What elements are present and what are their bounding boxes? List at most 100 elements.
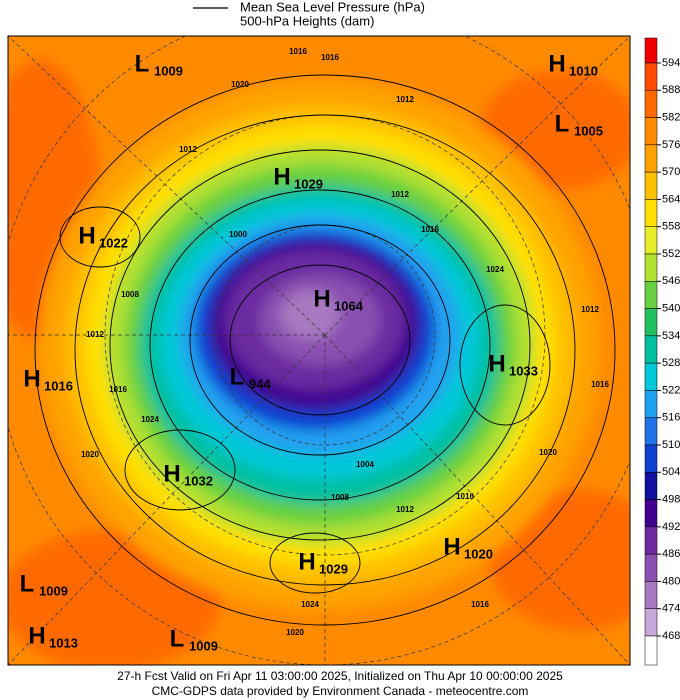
center-letter: H	[443, 533, 460, 560]
colorbar-label: 594	[662, 57, 680, 69]
colorbar-label: 588	[662, 84, 680, 96]
isobar-label: 1016	[321, 53, 339, 62]
colorbar-swatch	[644, 226, 658, 255]
colorbar-label: 522	[662, 384, 680, 396]
colorbar-label: 576	[662, 139, 680, 151]
isobar-label: 1016	[591, 380, 609, 389]
isobar-label: 1008	[331, 493, 349, 502]
colorbar-label: 480	[662, 575, 680, 587]
center-value: 1010	[569, 63, 598, 78]
colorbar-label: 528	[662, 357, 680, 369]
center-value: 1032	[184, 473, 213, 488]
colorbar-swatch	[644, 390, 658, 418]
colorbar-label: 558	[662, 221, 680, 233]
center-value: 1029	[319, 561, 348, 576]
colorbar-swatch	[644, 444, 658, 473]
isobars	[34, 74, 616, 626]
colorbar-label: 534	[662, 330, 680, 342]
center-letter: H	[313, 285, 330, 312]
center-letter: L	[170, 625, 185, 652]
isobar-label: 1012	[396, 95, 414, 104]
isobar-label: 1024	[141, 415, 159, 424]
center-value: 1033	[509, 363, 538, 378]
isobar-label: 1004	[356, 460, 374, 469]
colorbar-swatch	[644, 362, 658, 391]
colorbar-swatch	[644, 553, 658, 582]
isobar-label: 1024	[301, 600, 319, 609]
isobar-label: 1012	[179, 145, 197, 154]
height-field	[8, 60, 630, 665]
colorbar-swatch	[644, 499, 658, 528]
colorbar-label: 564	[662, 193, 680, 205]
center-value: 1016	[44, 378, 73, 393]
colorbar-label: 504	[662, 466, 680, 478]
center-letter: H	[273, 163, 290, 190]
colorbar-label: 546	[662, 275, 680, 287]
center-letter: L	[135, 50, 150, 77]
center-value: 1064	[334, 298, 364, 313]
colorbar-swatch	[644, 62, 658, 91]
colorbar-label: 582	[662, 111, 680, 123]
center-letter: H	[78, 222, 95, 249]
center-letter: H	[298, 548, 315, 575]
colorbar: 594 588 582 576 570 564 558 552 546 540 534 528 522 5…	[644, 37, 680, 666]
colorbar-swatch	[644, 90, 658, 118]
colorbar-label: 468	[662, 630, 680, 642]
colorbar-swatch	[644, 308, 658, 337]
isobar-label: 1012	[396, 505, 414, 514]
isobar-label: 1012	[391, 190, 409, 199]
colorbar-swatch	[644, 526, 658, 555]
isobar-label: 1024	[486, 265, 504, 274]
footer-line: CMC-GDPS data provided by Environment Ca…	[152, 684, 529, 698]
isobar-label: 1016	[456, 492, 474, 501]
center-letter: L	[555, 110, 570, 137]
center-value: 1013	[49, 635, 78, 650]
isobar-label: 1012	[581, 305, 599, 314]
center-value: 1005	[574, 123, 603, 138]
colorbar-swatch	[644, 253, 658, 282]
isobar-label: 1020	[286, 628, 304, 637]
isobar-label: 1008	[121, 290, 139, 299]
center-letter: L	[230, 363, 245, 390]
isobar-label: 1012	[86, 330, 104, 339]
colorbar-swatch	[644, 417, 658, 446]
colorbar-label: 498	[662, 493, 680, 505]
center-letter: H	[488, 350, 505, 377]
colorbar-swatch	[644, 581, 658, 609]
center-value: 1009	[189, 638, 218, 653]
isobar-label: 1016	[421, 225, 439, 234]
colorbar-swatch	[644, 37, 658, 64]
isobar-label: 1016	[471, 600, 489, 609]
center-value: 1022	[99, 235, 128, 250]
center-letter: H	[163, 460, 180, 487]
colorbar-swatch	[644, 608, 658, 637]
legend-fill-label: 500-hPa Heights (dam)	[240, 13, 374, 28]
colorbar-label: 474	[662, 603, 680, 615]
map-labels: L 1009 H 1010 L 1005 H 1029 H 1022 H 1064 H 1033 H 1016…	[20, 47, 610, 653]
center-value: 1020	[464, 546, 493, 561]
map-area: L 1009 H 1010 L 1005 H 1029 H 1022 H 1064 H 1033 H 1016…	[8, 36, 630, 665]
colorbar-swatch	[644, 117, 658, 146]
center-letter: L	[20, 570, 35, 597]
center-letter: H	[548, 50, 565, 77]
footer-line: 27-h Fcst Valid on Fri Apr 11 03:00:00 2…	[117, 669, 563, 683]
colorbar-label: 570	[662, 166, 680, 178]
colorbar-swatch	[644, 171, 658, 200]
colorbar-swatch	[644, 144, 658, 173]
center-letter: H	[23, 365, 40, 392]
colorbar-swatch	[644, 281, 658, 309]
legend-line-label: Mean Sea Level Pressure (hPa)	[240, 0, 425, 14]
colorbar-label: 492	[662, 521, 680, 533]
colorbar-label: 552	[662, 248, 680, 260]
colorbar-swatch	[644, 472, 658, 500]
isobar-label: 1020	[231, 80, 249, 89]
colorbar-label: 510	[662, 439, 680, 451]
center-value: 1009	[39, 583, 68, 598]
center-value: 1009	[154, 63, 183, 78]
colorbar-swatch	[644, 335, 658, 364]
isobar-label: 1000	[229, 230, 247, 239]
map-frame	[7, 35, 631, 666]
colorbar-swatch	[644, 199, 658, 227]
center-value: 1029	[294, 176, 323, 191]
